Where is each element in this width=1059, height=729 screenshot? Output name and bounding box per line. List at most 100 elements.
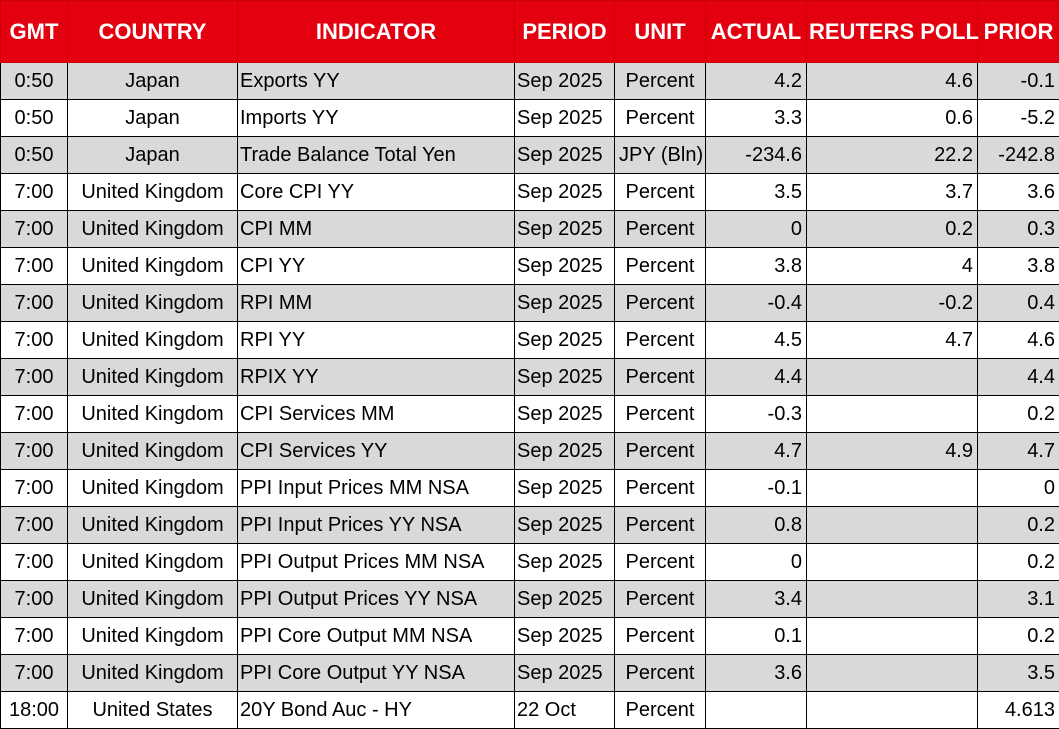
table-cell: 7:00 <box>1 507 68 544</box>
table-cell: 0.2 <box>978 618 1059 655</box>
table-cell: Percent <box>615 248 706 285</box>
table-cell: 3.1 <box>978 581 1059 618</box>
table-cell: United Kingdom <box>68 322 238 359</box>
table-cell: 4.7 <box>706 433 807 470</box>
table-cell: Percent <box>615 544 706 581</box>
table-cell: 7:00 <box>1 470 68 507</box>
table-cell <box>807 396 978 433</box>
column-header: ACTUAL <box>706 1 807 63</box>
table-cell: Sep 2025 <box>515 544 615 581</box>
table-cell: 3.7 <box>807 174 978 211</box>
table-cell: 7:00 <box>1 359 68 396</box>
column-header: PRIOR <box>978 1 1059 63</box>
table-cell: Percent <box>615 470 706 507</box>
table-cell: 7:00 <box>1 248 68 285</box>
table-cell: 3.8 <box>706 248 807 285</box>
table-cell: Percent <box>615 507 706 544</box>
table-cell: CPI MM <box>238 211 515 248</box>
table-cell: 0:50 <box>1 63 68 100</box>
table-cell: 0 <box>978 470 1059 507</box>
table-cell: 0.2 <box>978 544 1059 581</box>
table-cell: Sep 2025 <box>515 100 615 137</box>
table-cell: -242.8 <box>978 137 1059 174</box>
table-cell: Percent <box>615 285 706 322</box>
table-cell: -0.3 <box>706 396 807 433</box>
table-cell: Sep 2025 <box>515 655 615 692</box>
table-cell: PPI Core Output MM NSA <box>238 618 515 655</box>
column-header: UNIT <box>615 1 706 63</box>
table-cell: Percent <box>615 174 706 211</box>
table-cell: United Kingdom <box>68 248 238 285</box>
table-cell: PPI Output Prices MM NSA <box>238 544 515 581</box>
table-cell: -5.2 <box>978 100 1059 137</box>
table-cell: United Kingdom <box>68 581 238 618</box>
table-cell: Core CPI YY <box>238 174 515 211</box>
table-cell: -0.4 <box>706 285 807 322</box>
table-cell: Percent <box>615 433 706 470</box>
table-cell: Sep 2025 <box>515 211 615 248</box>
table-cell: United Kingdom <box>68 396 238 433</box>
table-cell: 3.4 <box>706 581 807 618</box>
table-cell: Japan <box>68 100 238 137</box>
table-cell: Percent <box>615 655 706 692</box>
table-cell: 4.4 <box>978 359 1059 396</box>
table-cell: 18:00 <box>1 692 68 729</box>
table-cell: Percent <box>615 63 706 100</box>
table-cell: -234.6 <box>706 137 807 174</box>
table-cell: 3.5 <box>978 655 1059 692</box>
table-cell: 7:00 <box>1 396 68 433</box>
table-cell: 7:00 <box>1 581 68 618</box>
table-cell: Sep 2025 <box>515 322 615 359</box>
table-cell: 4.4 <box>706 359 807 396</box>
table-cell: Sep 2025 <box>515 433 615 470</box>
table-cell: PPI Input Prices YY NSA <box>238 507 515 544</box>
table-cell: 7:00 <box>1 544 68 581</box>
table-cell: United Kingdom <box>68 618 238 655</box>
table-cell: 4.9 <box>807 433 978 470</box>
table-cell: CPI Services MM <box>238 396 515 433</box>
table-cell: 7:00 <box>1 655 68 692</box>
table-cell: Percent <box>615 211 706 248</box>
table-cell: 7:00 <box>1 174 68 211</box>
table-cell: Percent <box>615 581 706 618</box>
table-cell: Sep 2025 <box>515 581 615 618</box>
table-cell <box>807 507 978 544</box>
table-cell: 20Y Bond Auc - HY <box>238 692 515 729</box>
table-cell: 4.7 <box>978 433 1059 470</box>
table-cell: 3.6 <box>978 174 1059 211</box>
table-cell: 4.613 <box>978 692 1059 729</box>
table-cell: 3.5 <box>706 174 807 211</box>
table-cell: 4 <box>807 248 978 285</box>
table-cell: 0:50 <box>1 137 68 174</box>
table-cell: Percent <box>615 359 706 396</box>
table-cell: -0.1 <box>706 470 807 507</box>
table-cell: RPI MM <box>238 285 515 322</box>
table-cell: 22.2 <box>807 137 978 174</box>
table-cell: Trade Balance Total Yen <box>238 137 515 174</box>
table-cell: United Kingdom <box>68 285 238 322</box>
table-cell: 0:50 <box>1 100 68 137</box>
table-cell <box>807 655 978 692</box>
table-cell: CPI YY <box>238 248 515 285</box>
table-cell: United Kingdom <box>68 359 238 396</box>
table-cell: 7:00 <box>1 285 68 322</box>
table-cell: 0.2 <box>807 211 978 248</box>
table-cell: Sep 2025 <box>515 285 615 322</box>
table-cell: Percent <box>615 618 706 655</box>
table-cell: Sep 2025 <box>515 63 615 100</box>
table-cell: Imports YY <box>238 100 515 137</box>
table-cell: 3.3 <box>706 100 807 137</box>
